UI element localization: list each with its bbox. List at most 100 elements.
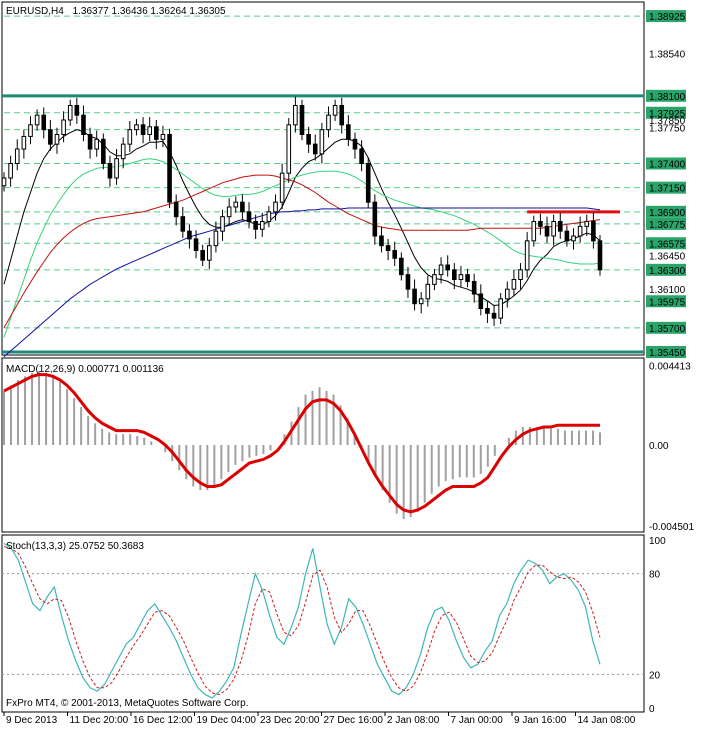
stoch-marks [2, 542, 644, 699]
candle-body [405, 274, 411, 290]
candle-body [498, 298, 503, 319]
price-tag-bg [646, 205, 686, 218]
price-tag-bg [646, 346, 686, 358]
candle-body [54, 134, 60, 145]
macd-marks [3, 371, 601, 519]
macd-axis-label: 0.004413 [649, 361, 691, 372]
time-axis-label: 23 Dec 20:00 [260, 715, 320, 726]
candle-body [226, 206, 232, 218]
moving-average-line [3, 207, 601, 358]
candle-body [399, 257, 404, 276]
candle-body [339, 105, 345, 126]
candle-body [544, 225, 550, 237]
candle-body [332, 105, 338, 116]
ohlc-values: 1.36377 1.36436 1.36264 1.36305 [73, 6, 226, 17]
symbol-label: EURUSD,H4 [6, 6, 64, 17]
candle-body [485, 308, 490, 314]
stoch-main-line [3, 542, 601, 699]
time-axis-label: 9 Dec 2013 [6, 715, 58, 726]
price-axis-label: 1.35975 [649, 297, 686, 308]
candle-body [213, 230, 219, 247]
price-axis-label: 1.36100 [649, 285, 686, 296]
candle-body [571, 235, 576, 242]
stoch-title: Stoch(13,3,3) 25.0752 50.3683 [6, 541, 144, 552]
macd-signal-line [3, 373, 600, 514]
price-tag-bg [646, 89, 686, 102]
price-tag-bg [646, 237, 686, 250]
symbol-header: EURUSD,H4 1.36377 1.36436 1.36264 1.3630… [6, 6, 226, 17]
candle-body [591, 221, 596, 242]
candle-body [306, 134, 311, 145]
candle-body [14, 148, 20, 164]
candle-body [8, 163, 13, 179]
candle-body [326, 114, 331, 131]
candle-body [564, 230, 570, 242]
candle-body [180, 216, 186, 232]
price-axis-label: 1.37925 [649, 109, 686, 120]
price-axis-label: 1.36300 [649, 266, 686, 277]
price-axis-label: 1.37400 [649, 160, 686, 171]
candle-body [557, 221, 563, 232]
time-axis-label: 11 Dec 20:00 [70, 715, 129, 726]
time-axis-label: 7 Jan 00:00 [451, 715, 504, 726]
candle-body [134, 124, 139, 131]
candle-body [538, 221, 543, 227]
time-axis-label: 14 Jan 08:00 [578, 715, 636, 726]
price-axis-label: 1.37150 [649, 184, 686, 195]
stoch-axis-label: 20 [649, 670, 661, 681]
candle-body [1, 177, 7, 187]
candle-body [438, 264, 444, 276]
candle-body [478, 293, 484, 309]
price-axis-label: 1.36775 [649, 220, 686, 231]
price-tag-bg [646, 10, 686, 23]
candle-body [154, 126, 159, 140]
candle-body [518, 269, 523, 281]
price-tag-bg [646, 321, 686, 334]
candle-body [425, 283, 431, 300]
copyright-label: FxPro MT4, © 2001-2013, MetaQuotes Softw… [6, 698, 248, 709]
candle-body [465, 274, 470, 282]
price-grid [2, 15, 644, 354]
candle-body [279, 172, 285, 203]
candle-body [127, 129, 133, 145]
stoch-axis-label: 100 [649, 536, 666, 547]
price-axis-label: 1.35450 [649, 348, 686, 359]
price-tag-bg [646, 106, 686, 119]
macd-panel-frame [1, 357, 645, 533]
candle-body [445, 264, 450, 271]
candle-body [385, 245, 391, 252]
candle-body [584, 221, 590, 227]
candle-body [246, 211, 252, 222]
candle-body [253, 221, 258, 230]
candle-body [200, 250, 205, 261]
macd-axis-label: 0.00 [649, 441, 669, 452]
candle-body [577, 225, 583, 237]
candle-body [286, 124, 292, 174]
price-axis-label: 1.35700 [649, 324, 686, 335]
price-axis-label: 1.36450 [649, 251, 686, 262]
candle-body [48, 129, 53, 145]
candle-body [140, 124, 146, 136]
price-axis-label: 1.36575 [649, 239, 686, 250]
price-axis-label: 1.38925 [649, 12, 686, 23]
candle-body [167, 134, 172, 203]
stoch-axis: 100 80 20 0 [649, 536, 666, 715]
candle-body [160, 134, 166, 140]
candle-body [87, 134, 93, 150]
candle-body [524, 240, 530, 271]
candle-body [114, 158, 119, 179]
candle-body [312, 143, 318, 155]
time-axis-label: 27 Dec 16:00 [324, 715, 384, 726]
candle-body [452, 269, 457, 281]
candle-body [319, 129, 325, 155]
candle-body [418, 298, 424, 305]
candle-body [511, 279, 517, 290]
time-axis-label: 9 Jan 16:00 [514, 715, 567, 726]
macd-title: MACD(12,26,9) 0.000771 0.001136 [6, 364, 164, 375]
time-axis-label: 16 Dec 12:00 [133, 715, 193, 726]
candle-body [299, 105, 305, 135]
candle-body [34, 114, 40, 126]
candle-body [432, 274, 437, 285]
candle-body [193, 238, 199, 251]
